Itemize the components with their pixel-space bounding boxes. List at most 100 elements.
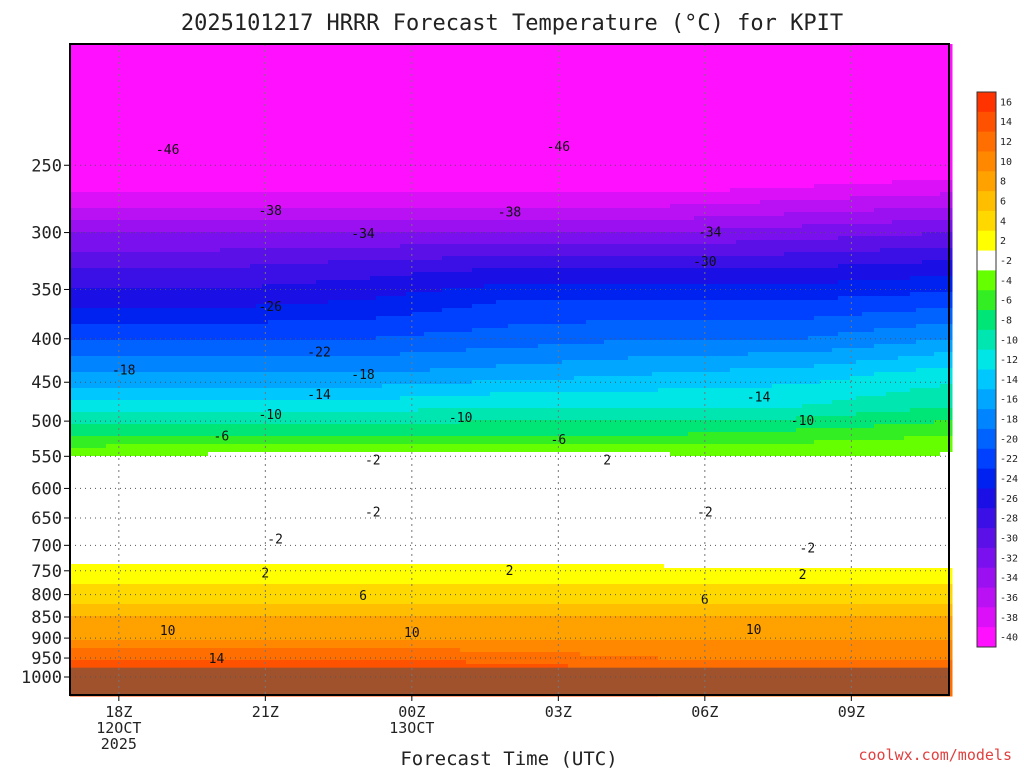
temperature-cell <box>280 112 287 117</box>
temperature-cell <box>604 116 611 121</box>
temperature-cell <box>448 116 455 121</box>
temperature-cell <box>304 168 311 173</box>
temperature-cell <box>166 112 173 117</box>
temperature-cell <box>934 100 941 105</box>
temperature-cell <box>358 56 365 61</box>
temperature-cell <box>820 136 827 141</box>
temperature-cell <box>484 56 491 61</box>
temperature-cell <box>358 92 365 97</box>
temperature-cell <box>106 76 113 81</box>
temperature-cell <box>106 172 113 177</box>
temperature-cell <box>718 88 725 93</box>
temperature-cell <box>490 48 497 53</box>
temperature-cell <box>928 152 935 157</box>
temperature-cell <box>130 168 137 173</box>
temperature-cell <box>514 48 521 53</box>
temperature-cell <box>694 152 701 157</box>
temperature-cell <box>178 176 185 181</box>
temperature-cell <box>490 124 497 129</box>
temperature-cell <box>340 44 347 49</box>
temperature-cell <box>442 132 449 137</box>
temperature-cell <box>742 44 749 49</box>
temperature-cell <box>166 84 173 89</box>
temperature-cell <box>442 64 449 69</box>
temperature-cell <box>478 116 485 121</box>
temperature-cell <box>838 168 845 173</box>
temperature-cell <box>544 56 551 61</box>
temperature-cell <box>682 176 689 181</box>
temperature-cell <box>442 96 449 101</box>
temperature-cell <box>484 60 491 65</box>
temperature-cell <box>904 72 911 77</box>
temperature-cell <box>574 128 581 133</box>
temperature-cell <box>730 64 737 69</box>
temperature-cell <box>352 128 359 133</box>
temperature-cell <box>208 56 215 61</box>
temperature-cell <box>502 128 509 133</box>
temperature-cell <box>574 148 581 153</box>
temperature-cell <box>772 132 779 137</box>
temperature-cell <box>274 44 281 49</box>
temperature-cell <box>340 72 347 77</box>
temperature-cell <box>130 64 137 69</box>
temperature-cell <box>394 144 401 149</box>
temperature-cell <box>646 96 653 101</box>
temperature-cell <box>136 108 143 113</box>
temperature-cell <box>394 116 401 121</box>
temperature-cell <box>106 168 113 173</box>
temperature-cell <box>868 68 875 73</box>
temperature-cell <box>772 112 779 117</box>
temperature-cell <box>370 128 377 133</box>
temperature-cell <box>760 124 767 129</box>
temperature-cell <box>208 168 215 173</box>
temperature-cell <box>850 124 857 129</box>
temperature-cell <box>178 56 185 61</box>
temperature-cell <box>574 56 581 61</box>
temperature-cell <box>598 76 605 81</box>
temperature-cell <box>844 164 851 169</box>
temperature-cell <box>376 148 383 153</box>
temperature-cell <box>292 104 299 109</box>
temperature-cell <box>478 68 485 73</box>
temperature-cell <box>760 152 767 157</box>
temperature-cell <box>406 56 413 61</box>
temperature-cell <box>730 48 737 53</box>
temperature-cell <box>526 68 533 73</box>
temperature-cell <box>364 48 371 53</box>
temperature-cell <box>292 72 299 77</box>
temperature-cell <box>178 92 185 97</box>
temperature-cell <box>286 64 293 69</box>
temperature-cell <box>748 112 755 117</box>
temperature-cell <box>310 72 317 77</box>
temperature-cell <box>430 104 437 109</box>
temperature-cell <box>280 116 287 121</box>
temperature-cell <box>574 144 581 149</box>
temperature-cell <box>508 92 515 97</box>
temperature-cell <box>748 104 755 109</box>
temperature-cell <box>190 164 197 169</box>
temperature-cell <box>382 56 389 61</box>
temperature-cell <box>418 128 425 133</box>
temperature-cell <box>682 132 689 137</box>
temperature-cell <box>712 120 719 125</box>
temperature-cell <box>802 164 809 169</box>
temperature-cell <box>610 108 617 113</box>
temperature-cell <box>838 64 845 69</box>
temperature-cell <box>616 100 623 105</box>
temperature-cell <box>916 168 923 173</box>
temperature-cell <box>760 128 767 133</box>
temperature-cell <box>784 60 791 65</box>
temperature-cell <box>598 132 605 137</box>
temperature-cell <box>442 128 449 133</box>
temperature-cell <box>538 60 545 65</box>
temperature-cell <box>322 108 329 113</box>
temperature-cell <box>406 100 413 105</box>
temperature-cell <box>274 148 281 153</box>
temperature-cell <box>340 124 347 129</box>
temperature-cell <box>868 176 875 181</box>
temperature-cell <box>442 152 449 157</box>
temperature-cell <box>220 140 227 145</box>
temperature-cell <box>802 96 809 101</box>
temperature-cell <box>406 108 413 113</box>
temperature-cell <box>748 100 755 105</box>
